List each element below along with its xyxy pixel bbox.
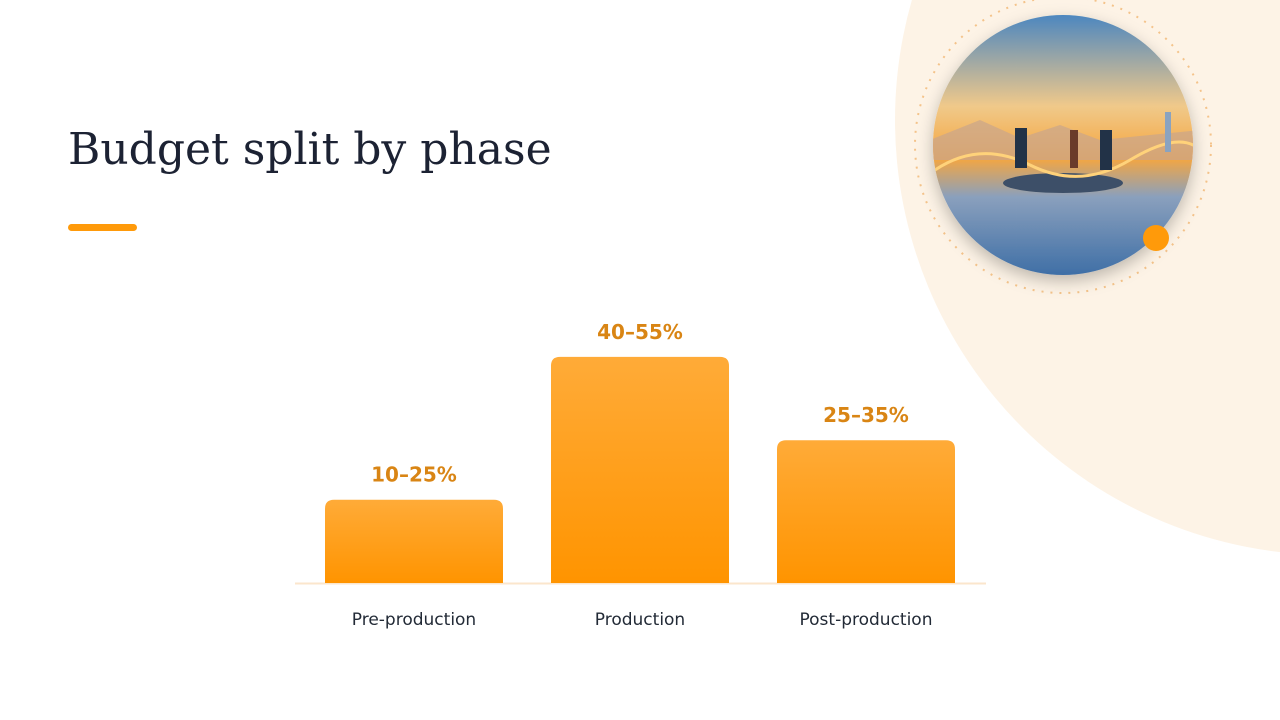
title-underline [68, 224, 137, 231]
photo [933, 15, 1193, 275]
value-label: 10–25% [371, 463, 457, 487]
value-label: 40–55% [597, 320, 683, 344]
dotted-ring [914, 0, 1212, 294]
bar [551, 356, 729, 583]
bar [325, 499, 503, 583]
x-tick-label: Production [595, 610, 685, 630]
accent-dot [1143, 225, 1169, 251]
bar [777, 440, 955, 583]
value-label: 25–35% [823, 403, 909, 427]
x-tick-label: Post-production [800, 610, 933, 630]
chart-title: Budget split by phase [68, 124, 552, 175]
x-tick-label: Pre-production [352, 610, 476, 630]
